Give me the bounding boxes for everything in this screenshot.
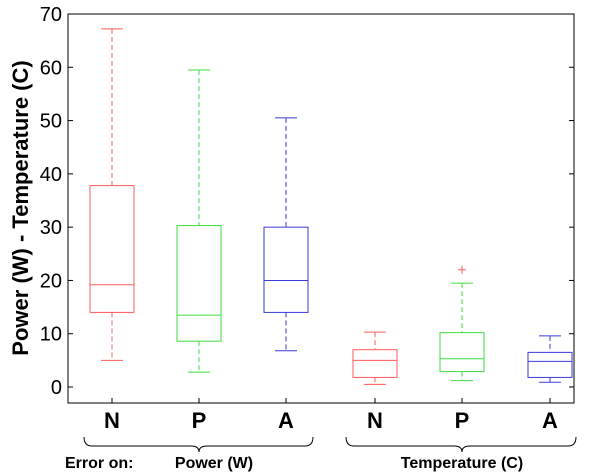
plot-frame bbox=[67, 13, 575, 404]
box-iqr bbox=[352, 349, 398, 378]
y-tick-label: 60 bbox=[40, 57, 62, 79]
box-p-power bbox=[176, 69, 222, 373]
brace-temperature bbox=[345, 436, 577, 453]
box-iqr bbox=[89, 185, 135, 313]
y-tick-label: 70 bbox=[40, 4, 62, 26]
box-series bbox=[89, 28, 573, 385]
x-tick-label: N bbox=[104, 408, 120, 433]
box-iqr bbox=[176, 225, 222, 342]
box-iqr bbox=[439, 332, 485, 373]
y-tick-label: 20 bbox=[40, 270, 62, 292]
box-iqr bbox=[263, 226, 309, 313]
box-iqr bbox=[527, 351, 573, 378]
y-tick-label: 0 bbox=[51, 377, 62, 399]
y-axis-ticks: 0 10 20 30 40 50 60 70 bbox=[40, 4, 574, 399]
y-tick-label: 30 bbox=[40, 217, 62, 239]
y-tick-label: 50 bbox=[40, 111, 62, 133]
group-annotations: Error on: Power (W) Temperature (C) bbox=[65, 436, 577, 472]
y-tick-label: 40 bbox=[40, 164, 62, 186]
x-tick-label: A bbox=[278, 408, 294, 433]
x-tick-label: P bbox=[455, 408, 470, 433]
box-a-power bbox=[263, 117, 309, 352]
box-p-temperature bbox=[439, 265, 485, 382]
box-a-temperature bbox=[527, 335, 573, 383]
x-tick-label: N bbox=[367, 408, 383, 433]
error-on-label: Error on: bbox=[65, 455, 133, 472]
brace-power bbox=[83, 436, 314, 453]
group-label-power: Power (W) bbox=[175, 455, 253, 472]
x-tick-label: P bbox=[192, 408, 207, 433]
box-n-power bbox=[89, 28, 135, 361]
group-label-temperature: Temperature (C) bbox=[401, 455, 523, 472]
y-tick-label: 10 bbox=[40, 324, 62, 346]
y-axis-label: Power (W) - Temperature (C) bbox=[8, 60, 33, 355]
box-n-temperature bbox=[352, 331, 398, 385]
x-tick-label: A bbox=[542, 408, 558, 433]
